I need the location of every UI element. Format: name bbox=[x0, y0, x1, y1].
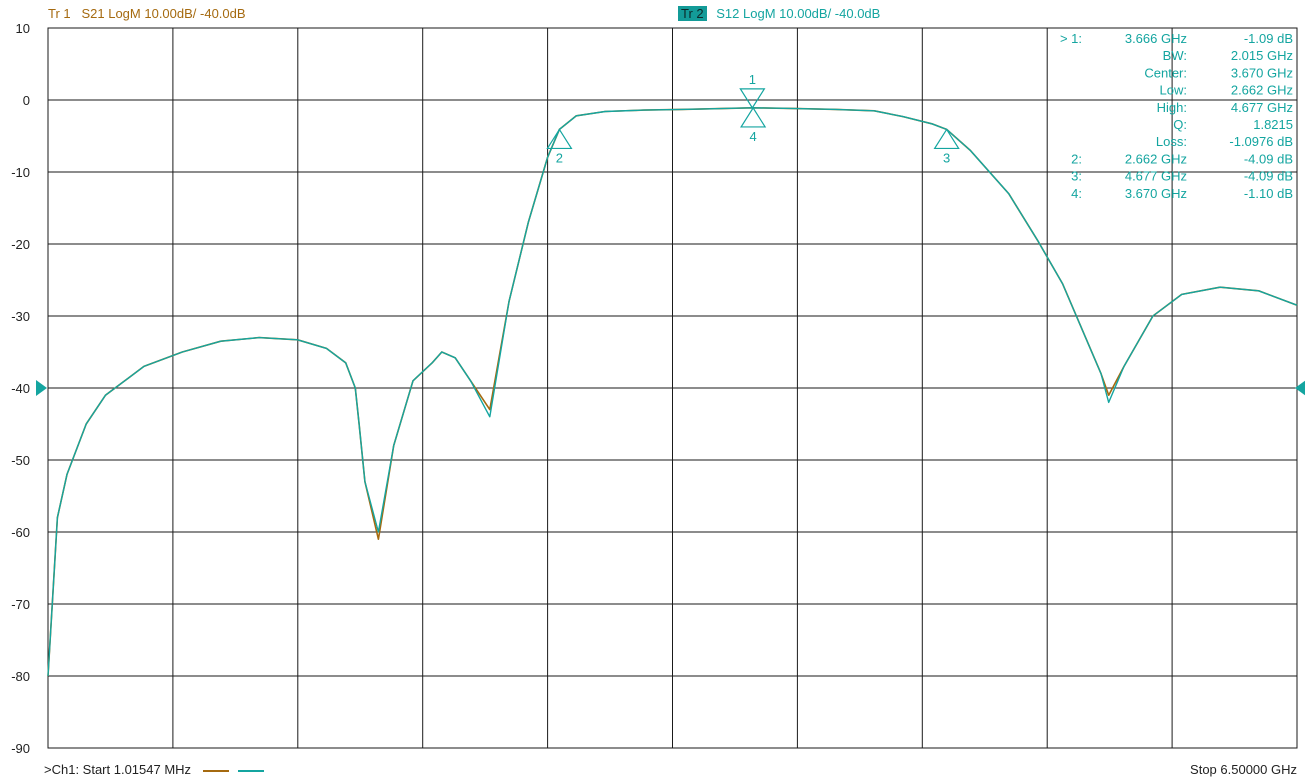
marker-table-value: 4.677 GHz bbox=[1231, 100, 1293, 115]
marker-table-key: BW: bbox=[1163, 48, 1187, 63]
marker-table-key: 3.666 GHz bbox=[1125, 31, 1187, 46]
marker-3-label: 3 bbox=[943, 150, 950, 165]
marker-table-value: 1.8215 bbox=[1253, 117, 1293, 132]
y-tick-label: -80 bbox=[11, 669, 30, 684]
y-tick-label: -50 bbox=[11, 453, 30, 468]
trace-1-id: Tr 1 bbox=[48, 6, 71, 21]
marker-table-index: 4: bbox=[1071, 186, 1082, 201]
marker-2-label: 2 bbox=[556, 150, 563, 165]
channel-stop-label: Stop 6.50000 GHz bbox=[1190, 762, 1297, 777]
y-tick-label: 10 bbox=[16, 21, 30, 36]
trace-2-header[interactable]: Tr 2 S12 LogM 10.00dB/ -40.0dB bbox=[678, 6, 880, 21]
marker-table-key: High: bbox=[1157, 100, 1187, 115]
trace-2-settings: S12 LogM 10.00dB/ -40.0dB bbox=[716, 6, 880, 21]
marker-table-value: -1.0976 dB bbox=[1229, 134, 1293, 149]
reference-arrow-left-icon[interactable] bbox=[36, 380, 47, 396]
marker-table-key: Center: bbox=[1144, 65, 1187, 80]
marker-1-icon[interactable] bbox=[740, 89, 764, 108]
marker-4-label: 4 bbox=[750, 129, 757, 144]
marker-table-value: -1.10 dB bbox=[1244, 186, 1293, 201]
trace-2-active-badge: Tr 2 bbox=[678, 6, 707, 21]
marker-table-value: -4.09 dB bbox=[1244, 169, 1293, 184]
channel-start-label: >Ch1: Start 1.01547 MHz bbox=[44, 762, 264, 777]
marker-table-index: 2: bbox=[1071, 151, 1082, 166]
marker-1-label: 1 bbox=[749, 72, 756, 87]
marker-table-value: 2.662 GHz bbox=[1231, 83, 1293, 98]
marker-table-value: 3.670 GHz bbox=[1231, 65, 1293, 80]
y-tick-label: -60 bbox=[11, 525, 30, 540]
marker-2-icon[interactable] bbox=[547, 129, 571, 148]
marker-table-value: -4.09 dB bbox=[1244, 151, 1293, 166]
marker-3-icon[interactable] bbox=[935, 129, 959, 148]
marker-table-value: -1.09 dB bbox=[1244, 31, 1293, 46]
trace-2-legend-line bbox=[238, 770, 264, 772]
marker-table-key: Low: bbox=[1160, 83, 1187, 98]
trace-1-header[interactable]: Tr 1 S21 LogM 10.00dB/ -40.0dB bbox=[48, 6, 246, 21]
marker-table-index: > 1: bbox=[1060, 31, 1082, 46]
y-tick-label: -10 bbox=[11, 165, 30, 180]
y-tick-label: -20 bbox=[11, 237, 30, 252]
marker-4-icon[interactable] bbox=[741, 108, 765, 127]
trace-1-settings: S21 LogM 10.00dB/ -40.0dB bbox=[81, 6, 245, 21]
y-tick-label: -70 bbox=[11, 597, 30, 612]
marker-table-index: 3: bbox=[1071, 169, 1082, 184]
marker-table-key: 3.670 GHz bbox=[1125, 186, 1187, 201]
y-tick-label: -40 bbox=[11, 381, 30, 396]
y-tick-label: -30 bbox=[11, 309, 30, 324]
y-tick-label: 0 bbox=[23, 93, 30, 108]
trace-1-legend-line bbox=[203, 770, 229, 772]
y-tick-label: -90 bbox=[11, 741, 30, 756]
marker-table-key: Q: bbox=[1173, 117, 1187, 132]
marker-table-key: Loss: bbox=[1156, 134, 1187, 149]
marker-table-key: 2.662 GHz bbox=[1125, 151, 1187, 166]
start-frequency-text: >Ch1: Start 1.01547 MHz bbox=[44, 762, 191, 777]
marker-table-value: 2.015 GHz bbox=[1231, 48, 1293, 63]
marker-table-key: 4.677 GHz bbox=[1125, 169, 1187, 184]
